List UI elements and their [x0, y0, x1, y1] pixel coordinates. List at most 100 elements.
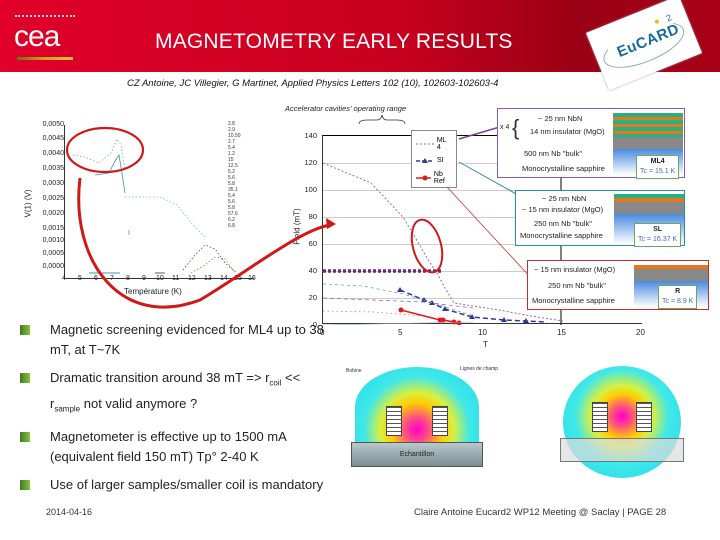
bullet-square-icon: [20, 480, 30, 491]
legend-entry-si: SI: [416, 152, 452, 169]
bullet-item: Dramatic transition around 38 mT => rcoi…: [20, 368, 330, 419]
bullet-text: << r: [50, 370, 301, 411]
coil-right: [432, 406, 448, 436]
bullet-square-icon: [20, 373, 30, 383]
x-tick: 0: [320, 328, 325, 337]
bullet-text: Use of larger samples/smaller coil is ma…: [50, 477, 324, 493]
legend-entry: 12.5: [228, 163, 238, 169]
y-tick: 0,0050: [42, 121, 64, 128]
y-tick: 0,0025: [42, 195, 64, 202]
sample-outline: [560, 438, 684, 462]
sample-ml4-box: x 4 { ~ 25 nm NbN 14 nm insulator (MgO) …: [497, 108, 685, 179]
bullet-list: Magnetic screening evidenced for ML4 up …: [20, 320, 330, 503]
subscript: sample: [54, 404, 81, 414]
legend-nbref-marker-icon: [416, 175, 431, 180]
legend-entry: 15: [228, 157, 234, 163]
bullet-item: Magnetometer is effective up to 1500 mA …: [20, 427, 330, 467]
layer-label: 250 nm Nb "bulk": [534, 219, 592, 228]
legend-entry: 5.2: [228, 169, 235, 175]
sl-tc-box: SL Tc = 16.37 K: [634, 223, 682, 247]
x-tick: 5: [78, 275, 82, 282]
x-tick: 20: [636, 328, 645, 337]
y-tick: 40: [308, 266, 317, 275]
layer-label: ~ 15 nm insulator (MgO): [522, 205, 604, 214]
legend-entry: 6.2: [228, 217, 235, 223]
y-tick: 140: [304, 131, 317, 140]
layer-label: 250 nm Nb "bulk": [548, 281, 606, 290]
x-tick: 13: [204, 275, 212, 282]
multiplier-label: x 4: [500, 124, 510, 131]
legend-si-marker-icon: [416, 157, 434, 163]
y-tick: 0,0015: [42, 225, 64, 232]
subscript: coil: [269, 378, 282, 388]
field-dome: [355, 367, 479, 447]
tc-value: Tc = 16.37 K: [638, 236, 678, 243]
cea-tagline: [15, 15, 75, 18]
coil-right: [636, 402, 652, 432]
layer-label: ~ 25 nm NbN: [538, 114, 583, 123]
header-divider: [0, 72, 720, 76]
coil-left: [592, 402, 608, 432]
x-tick: 10: [478, 328, 487, 337]
y-tick: 0,0040: [42, 150, 64, 157]
y-tick: 0,0030: [42, 180, 64, 187]
legend-entry: 10.50: [228, 133, 241, 139]
sample-r-box: ~ 15 nm insulator (MgO) 250 nm Nb "bulk"…: [527, 260, 709, 310]
page-title: MAGNETOMETRY EARLY RESULTS: [155, 30, 513, 53]
legend-entry: 2.9: [228, 127, 235, 133]
sample-block: Echantillon: [351, 442, 483, 467]
brace-icon: [358, 114, 406, 125]
footer-text: Claire Antoine Eucard2 WP12 Meeting @ Sa…: [414, 507, 667, 518]
y-tick: 20: [308, 293, 317, 302]
bullet-text: not valid anymore ?: [80, 395, 198, 411]
substrate-label: Monocrystalline sapphire: [522, 164, 605, 173]
legend-entry-nbref: Nb Ref: [416, 169, 452, 186]
legend-entry: 57.6: [228, 211, 238, 217]
y-tick: 0,0005: [42, 250, 64, 257]
field-lines-label: Lignes de champ: [460, 366, 499, 372]
sample-name: SL: [653, 226, 663, 233]
layer-label: 14 nm insulator (MgO): [530, 127, 605, 136]
operating-range-label: Accelerator cavities' operating range: [285, 104, 407, 113]
y-tick: 120: [304, 158, 317, 167]
field-map-reference: [560, 362, 700, 482]
brace-icon: {: [512, 115, 520, 140]
bullet-item: Use of larger samples/smaller coil is ma…: [20, 475, 330, 495]
x-tick: 15: [557, 328, 566, 337]
bullet-item: Magnetic screening evidenced for ML4 up …: [20, 320, 330, 360]
legend-entry: 5.4: [228, 145, 235, 151]
substrate-label: Monocrystalline sapphire: [520, 231, 603, 240]
y-tick: 80: [308, 212, 317, 221]
bullet-text: Magnetometer is effective up to 1500 mA …: [50, 429, 287, 465]
legend-entry: 35.1: [228, 187, 238, 193]
y-tick: 100: [304, 185, 317, 194]
layer-label: ~ 25 nm NbN: [542, 194, 587, 203]
y-tick: 0,0010: [42, 237, 64, 244]
legend-entry: 6.8: [228, 223, 235, 229]
bullet-square-icon: [20, 325, 30, 335]
coil-left: [386, 406, 402, 436]
plot-lines: [65, 126, 238, 274]
y-tick: 60: [308, 239, 317, 248]
bullet-text: Magnetic screening evidenced for ML4 up …: [50, 322, 324, 357]
x-tick: 9: [142, 275, 146, 282]
chart-legend: 2.8 2.9 10.50 2.7 5.4 1.2 15 12.5 5.2 5.…: [228, 121, 258, 229]
chart-legend: ML 4 SI Nb Ref: [411, 130, 457, 188]
legend-entry: 2.8: [228, 121, 235, 127]
substrate-label: Monocrystalline sapphire: [532, 296, 615, 305]
field-map-with-sample: Echantillon Bobine Lignes de champ: [340, 362, 510, 482]
x-tick: 7: [110, 275, 114, 282]
bullet-text: Dramatic transition around 38 mT => r: [50, 370, 270, 385]
citation: CZ Antoine, JC Villegier, G Martinet, Ap…: [127, 78, 499, 89]
layer-label: ~ 15 nm insulator (MgO): [534, 265, 616, 274]
legend-entry-ml4: ML 4: [416, 135, 452, 152]
x-axis-label: Température (K): [124, 287, 182, 296]
x-tick: 16: [248, 275, 256, 282]
sample-name: R: [675, 288, 681, 295]
y-tick: 0,0035: [42, 165, 64, 172]
coil-label: Bobine: [346, 368, 362, 374]
y-tick: 0,0000: [42, 263, 64, 270]
legend-label: SI: [437, 157, 444, 164]
x-tick: 15: [234, 275, 242, 282]
